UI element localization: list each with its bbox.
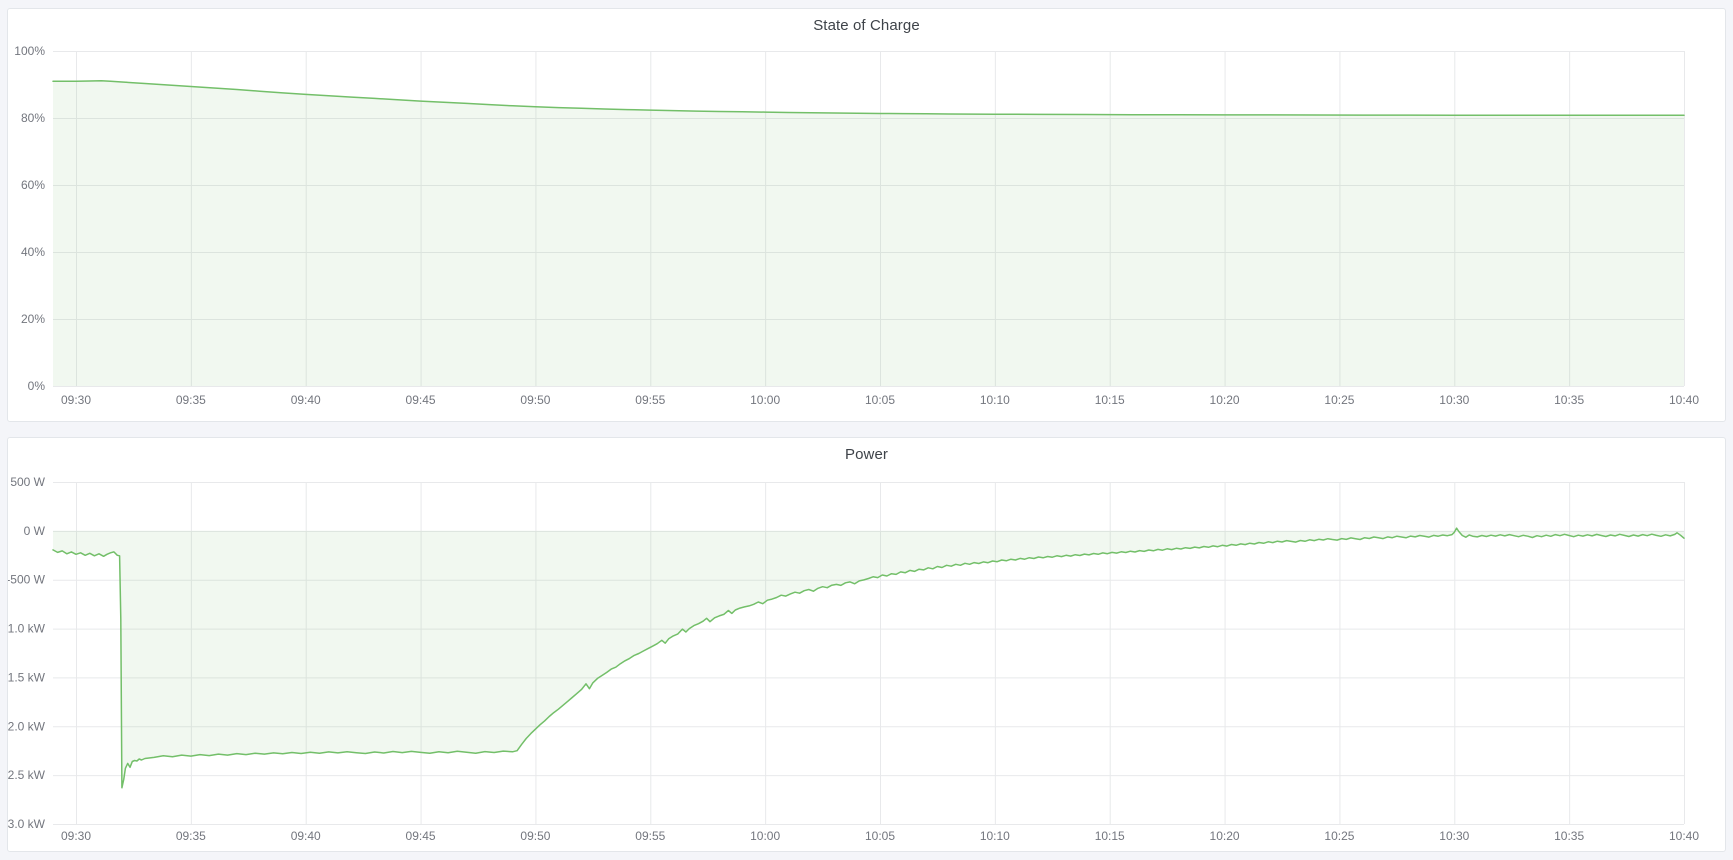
x-axis-tick-label: 10:00 [750, 829, 780, 843]
y-axis-tick-label: 20% [21, 312, 45, 326]
x-axis-tick-label: 10:15 [1095, 829, 1125, 843]
x-axis-tick-label: 09:55 [635, 829, 665, 843]
grid-lines [53, 51, 1685, 387]
y-axis-tick-label: 60% [21, 178, 45, 192]
y-axis-tick-label: -1.5 kW [8, 670, 46, 684]
y-axis-tick-label: -2.0 kW [8, 719, 46, 733]
x-axis-tick-label: 10:35 [1554, 829, 1584, 843]
x-axis-tick-label: 10:30 [1439, 393, 1469, 407]
x-axis-tick-label: 10:20 [1210, 393, 1240, 407]
x-axis-tick-label: 09:45 [406, 829, 436, 843]
x-axis-tick-label: 10:20 [1210, 829, 1240, 843]
power-panel-title[interactable]: Power [844, 446, 889, 463]
x-axis-tick-label: 10:05 [865, 393, 895, 407]
state-of-charge-series-line [52, 80, 1685, 117]
x-axis-tick-label: 09:55 [635, 393, 665, 407]
y-axis-tick-label: 80% [21, 111, 45, 125]
x-axis-tick-label: 09:40 [291, 829, 321, 843]
y-axis-tick-label: 100% [14, 44, 45, 58]
x-axis-tick-label: 10:40 [1669, 393, 1699, 407]
y-axis-tick-label: 500 W [10, 475, 45, 489]
state-of-charge-plot[interactable]: 100% 80% 60% 40% 20% 0% 09:30 09:35 09:40 09:45 09… [8, 9, 1725, 421]
x-axis-tick-label: 09:50 [520, 829, 550, 843]
x-axis-tick-label: 10:00 [750, 393, 780, 407]
power-series-line [52, 527, 1685, 789]
y-axis-tick-label: 40% [21, 245, 45, 259]
power-plot[interactable]: 500 W 0 W -500 W -1.0 kW -1.5 kW -2.0 kW -2.5 … [8, 438, 1725, 851]
state-of-charge-panel: State of Charge 100% 80% 60% 40% 20% 0% 09:30 0… [7, 8, 1726, 422]
state-of-charge-panel-title[interactable]: State of Charge [813, 17, 920, 34]
power-panel: Power 500 W 0 W -500 W -1.0 kW -1.5 kW -2.0 k… [7, 437, 1726, 852]
x-axis-tick-label: 09:30 [61, 829, 91, 843]
x-axis-tick-label: 09:30 [61, 393, 91, 407]
x-axis-tick-label: 10:30 [1439, 829, 1469, 843]
x-axis-tick-label: 10:05 [865, 829, 895, 843]
y-axis-tick-label: 0% [28, 379, 46, 393]
x-axis-tick-label: 10:10 [980, 393, 1010, 407]
x-axis-tick-label: 09:45 [406, 393, 436, 407]
grid-lines [53, 482, 1685, 825]
y-axis-tick-label: -1.0 kW [8, 622, 46, 636]
y-axis-tick-label: -3.0 kW [8, 817, 46, 831]
x-axis-tick-label: 09:40 [291, 393, 321, 407]
x-axis-tick-label: 10:10 [980, 829, 1010, 843]
state-of-charge-series-area [53, 80, 1684, 387]
x-axis-tick-label: 09:50 [520, 393, 550, 407]
x-axis-tick-label: 10:35 [1554, 393, 1584, 407]
x-axis-tick-label: 10:25 [1324, 393, 1354, 407]
y-axis-tick-label: -500 W [8, 573, 46, 587]
y-axis-tick-label: -2.5 kW [8, 768, 46, 782]
power-series-area [53, 528, 1684, 788]
x-axis-tick-label: 09:35 [176, 829, 206, 843]
x-axis-tick-label: 10:15 [1095, 393, 1125, 407]
x-axis-tick-label: 10:25 [1324, 829, 1354, 843]
x-axis-tick-label: 09:35 [176, 393, 206, 407]
y-axis-tick-label: 0 W [24, 524, 46, 538]
x-axis-tick-label: 10:40 [1669, 829, 1699, 843]
